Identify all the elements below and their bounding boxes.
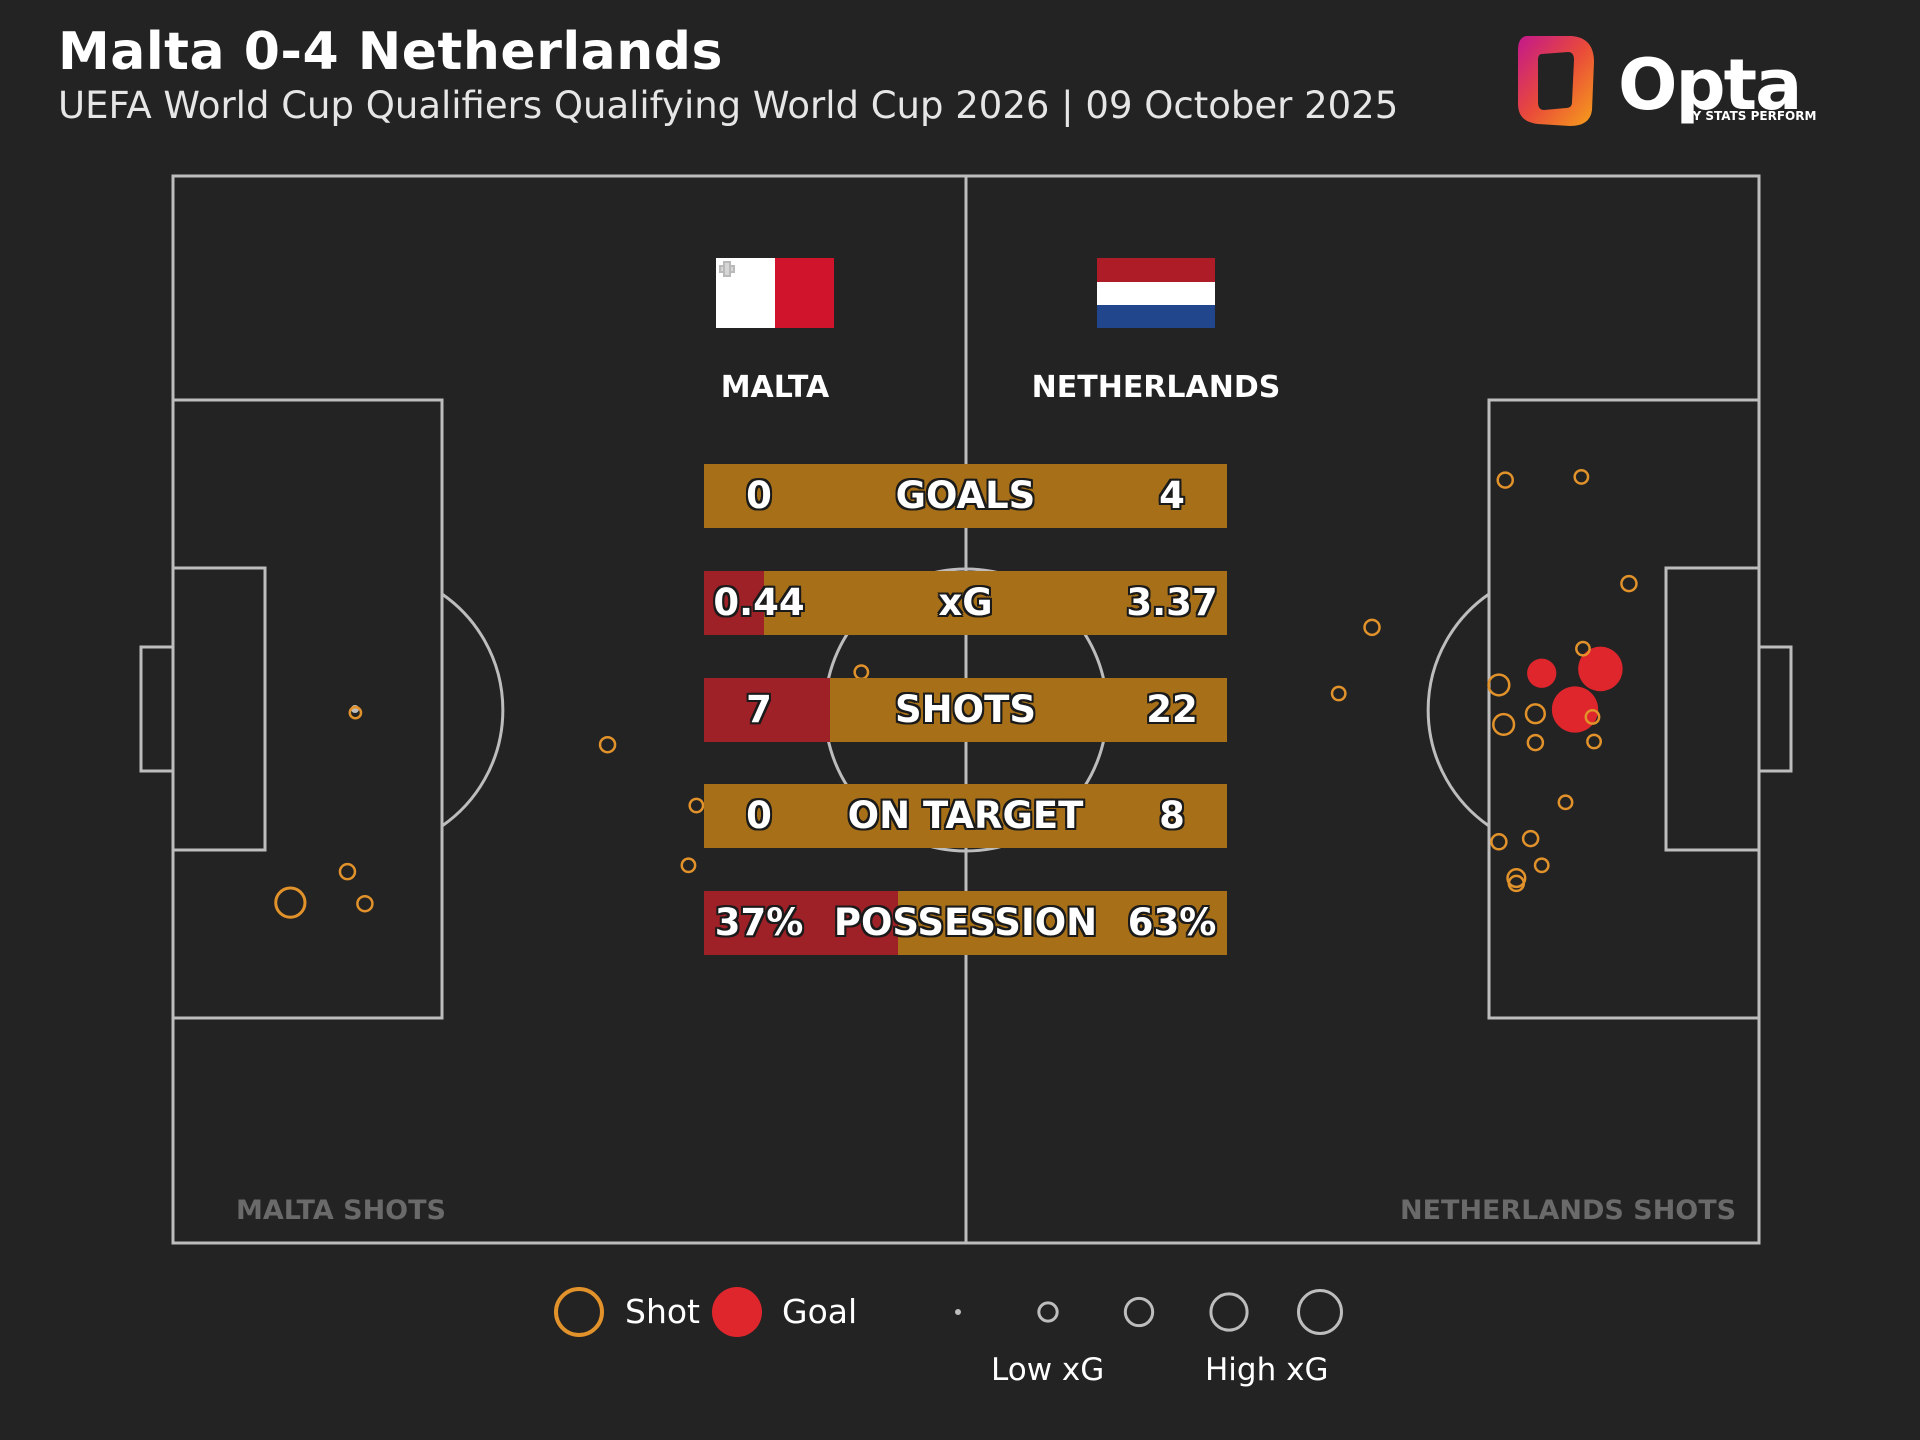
netherlands-shot-point-21 [853, 664, 870, 681]
stat-away-value: 22 [1146, 688, 1198, 731]
legend-xg-size-0 [955, 1309, 961, 1315]
netherlands-shot-point-14 [1330, 685, 1347, 702]
away-shots-label: NETHERLANDS SHOTS [1400, 1195, 1737, 1226]
left-goal [139, 645, 175, 773]
stat-away-value: 4 [1159, 474, 1185, 517]
malta-shot-point-2 [338, 862, 357, 881]
netherlands-shot-point-16 [1490, 833, 1508, 851]
netherlands-shot-point-4 [1586, 733, 1602, 750]
home-team-name: MALTA [720, 370, 830, 405]
netherlands-shot-point-15 [1557, 794, 1574, 811]
home-shots-label: MALTA SHOTS [236, 1195, 446, 1226]
stat-home-bar [704, 571, 765, 635]
stat-home-value: 37% [714, 901, 804, 944]
stat-away-value: 8 [1159, 794, 1185, 837]
stat-row-on-target: 0 ON TARGET 8 [704, 784, 1227, 848]
netherlands-goal-point-2 [1527, 658, 1557, 688]
opta-wordmark: Opta [1618, 44, 1802, 126]
legend-shot-marker [554, 1287, 604, 1337]
right-goal [1757, 645, 1793, 773]
stat-home-value: 0 [746, 474, 772, 517]
netherlands-goal-point-0 [1578, 646, 1623, 692]
shots-layer [274, 468, 1638, 919]
netherlands-shot-point-19 [1506, 868, 1527, 889]
stat-label: SHOTS [895, 688, 1036, 731]
stat-label: ON TARGET [847, 794, 1084, 837]
netherlands-shot-point-13 [1363, 618, 1381, 637]
malta-shot-point-6 [680, 857, 697, 874]
netherlands-shot-point-18 [1533, 857, 1550, 874]
legend-goal-marker [712, 1287, 762, 1337]
legend-xg-size-1 [1037, 1301, 1059, 1323]
stat-home-bar [704, 678, 831, 742]
stat-home-value: 0 [746, 794, 772, 837]
legend-low-xg-label: Low xG [991, 1352, 1105, 1388]
netherlands-shot-point-6 [1620, 574, 1638, 593]
malta-flag-icon [716, 258, 834, 328]
netherlands-shot-point-10 [1492, 712, 1516, 737]
netherlands-shot-point-8 [1526, 733, 1545, 752]
stat-home-bar [704, 891, 898, 955]
stat-row-possession: 37% POSSESSION 63% [704, 891, 1227, 955]
netherlands-shot-point-7 [1524, 703, 1546, 725]
stat-home-value: 7 [746, 688, 772, 731]
right-penalty-arc [1426, 592, 1490, 828]
malta-shot-point-4 [598, 735, 617, 754]
netherlands-shot-point-5 [1575, 640, 1591, 657]
stat-row-shots: 7 SHOTS 22 [704, 678, 1227, 742]
stat-home-value: 0.44 [713, 581, 805, 624]
stat-row-xg: 0.44 xG 3.37 [704, 571, 1227, 635]
page-subtitle: UEFA World Cup Qualifiers Qualifying Wor… [58, 84, 1399, 127]
malta-shot-point-5 [688, 797, 705, 814]
left-penalty-arc [441, 592, 505, 828]
malta-shot-point-3 [356, 894, 374, 913]
netherlands-shot-point-9 [1487, 673, 1511, 697]
stat-away-value: 3.37 [1126, 581, 1218, 624]
right-penalty-box [1487, 398, 1761, 1020]
stat-row-goals: 0 GOALS 4 [704, 464, 1227, 528]
netherlands-shot-point-3 [1584, 709, 1601, 725]
page-title: Malta 0-4 Netherlands [58, 22, 723, 82]
legend-shot-label: Shot [625, 1292, 700, 1331]
netherlands-shot-point-20 [1507, 874, 1526, 893]
stat-label: GOALS [895, 474, 1036, 517]
left-penalty-box [171, 398, 444, 1020]
away-team-name: NETHERLANDS [1031, 370, 1281, 405]
right-six-yard-box [1664, 566, 1761, 852]
legend-xg-size-3 [1209, 1292, 1249, 1332]
stat-label: xG [938, 581, 993, 624]
legend-goal-label: Goal [782, 1292, 858, 1331]
netherlands-flag-icon [1097, 258, 1215, 328]
opta-logo: Opta BY STATS PERFORM [1508, 26, 1818, 136]
stat-away-value: 63% [1127, 901, 1217, 944]
opta-logo-icon [1518, 36, 1594, 126]
legend-xg-size-4 [1297, 1289, 1343, 1335]
netherlands-shot-point-11 [1496, 471, 1514, 489]
legend-layer [554, 1287, 1343, 1337]
malta-shot-point-1 [274, 886, 307, 919]
stat-label: POSSESSION [833, 901, 1098, 944]
left-six-yard-box [171, 566, 267, 852]
legend-high-xg-label: High xG [1205, 1352, 1329, 1388]
opta-byline: BY STATS PERFORM [1684, 109, 1817, 123]
netherlands-shot-point-12 [1573, 468, 1590, 485]
malta-shot-point-0 [348, 705, 363, 720]
legend-xg-size-2 [1123, 1296, 1155, 1328]
netherlands-shot-point-17 [1521, 829, 1540, 848]
